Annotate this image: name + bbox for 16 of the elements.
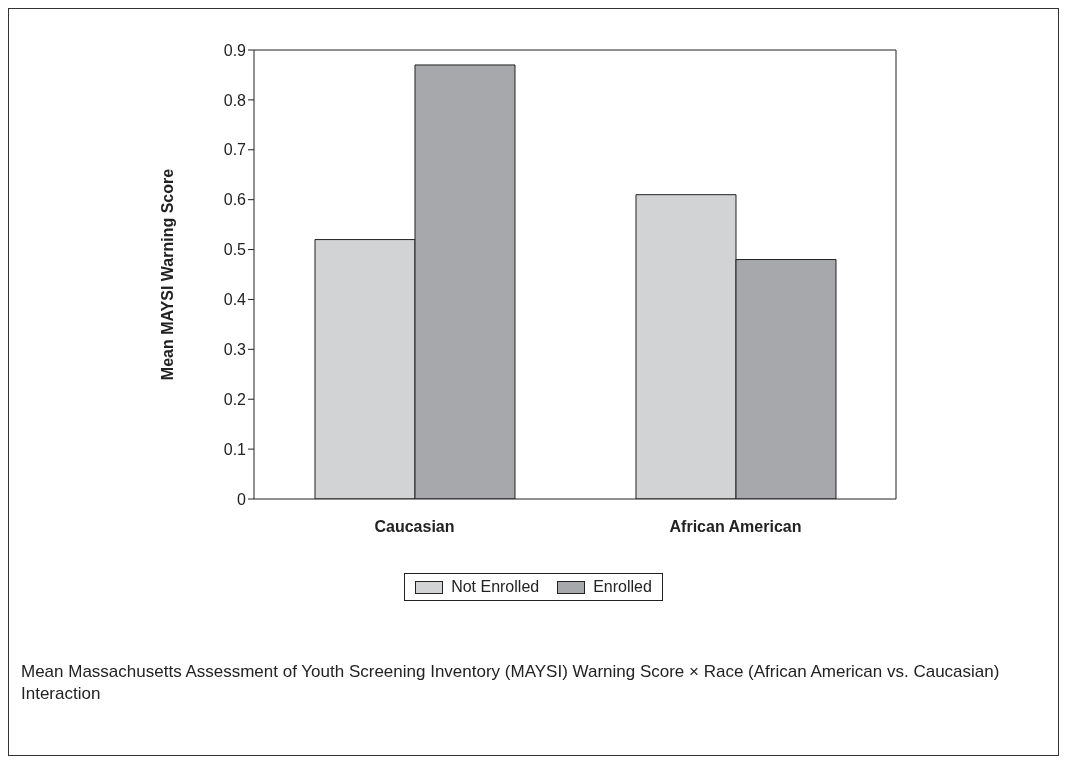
- y-tick-label: 0.3: [223, 341, 247, 359]
- y-tick-label: 0.2: [223, 390, 247, 408]
- x-tick-label: African American: [669, 518, 802, 536]
- y-tick-label: 0: [237, 490, 247, 508]
- y-tick-label: 0.4: [223, 291, 247, 309]
- y-tick-label: 0.9: [223, 41, 247, 59]
- legend-label: Not Enrolled: [451, 578, 540, 596]
- y-tick-label: 0.1: [223, 440, 247, 458]
- y-tick-label: 0.8: [223, 91, 247, 109]
- y-tick-label: 0.6: [223, 191, 247, 209]
- y-tick-label: 0.5: [223, 241, 247, 259]
- legend-label: Enrolled: [593, 578, 652, 596]
- text: Mean Massachusetts Assessment of Youth Screening Inventory (MAYSI) Warning Score × Race (African American vs. Caucasian) Interaction: [21, 661, 1001, 705]
- x-tick-label: Caucasian: [374, 518, 455, 536]
- y-tick-label: 0.7: [223, 141, 247, 159]
- y-axis-title: Mean MAYSI Warning Score: [158, 168, 176, 381]
